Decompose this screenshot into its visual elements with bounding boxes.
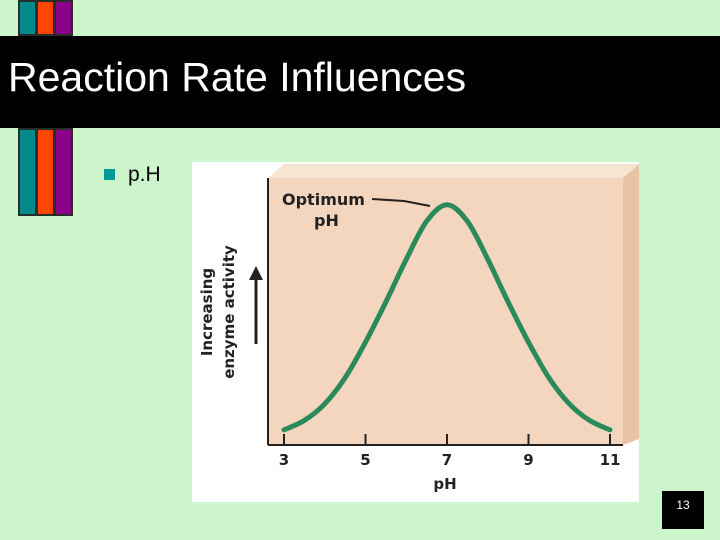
x-tick-label-1: 5 (360, 451, 370, 469)
x-tick-label-4: 11 (600, 451, 621, 469)
panel-side (623, 164, 639, 445)
y-label-line-2: enzyme activity (220, 245, 238, 379)
x-ticks (283, 434, 611, 445)
x-tick-label-2: 7 (442, 451, 452, 469)
ph-chart: 3 5 7 9 11 Optimum pH Increasing enzyme acti… (192, 162, 639, 502)
slide-title: Reaction Rate Influences (8, 54, 467, 100)
title-bar (0, 36, 720, 128)
x-tick-labels: 3 5 7 9 11 (279, 451, 621, 469)
annotation-line-1: Optimum (282, 190, 365, 209)
annotation-leader (371, 198, 431, 207)
increase-arrow-head (249, 266, 263, 280)
x-tick-label-3: 9 (523, 451, 533, 469)
ph-chart-figure: 3 5 7 9 11 Optimum pH Increasing enzyme acti… (192, 162, 639, 502)
x-axis-label: pH (433, 475, 456, 493)
bullet-icon (104, 169, 115, 180)
bullet-text: p.H (128, 163, 161, 186)
annotation-line-2: pH (314, 211, 339, 230)
y-label-line-1: Increasing (198, 268, 216, 356)
enzyme-activity-curve (281, 202, 613, 433)
stripe-purple-top (54, 0, 73, 36)
x-tick-label-0: 3 (279, 451, 289, 469)
stripe-purple-bottom (54, 128, 73, 216)
stripe-teal-bottom (18, 128, 37, 216)
stripe-red-bottom (36, 128, 55, 216)
stripe-teal-top (18, 0, 37, 36)
stripe-red-top (36, 0, 55, 36)
y-axis-label: Increasing enzyme activity (198, 245, 238, 379)
panel-top (268, 164, 639, 178)
page-number: 13 (676, 498, 690, 512)
page-number-badge: 13 (662, 491, 704, 529)
